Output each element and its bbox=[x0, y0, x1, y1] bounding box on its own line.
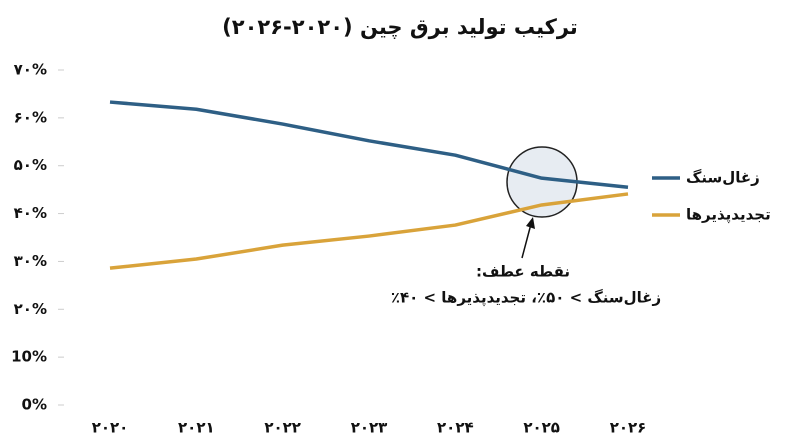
y-tick-label: 10% bbox=[11, 348, 47, 366]
x-tick-label: ۲۰۲۲ bbox=[264, 419, 301, 437]
x-tick-label: ۲۰۲۴ bbox=[437, 419, 474, 437]
x-tick-label: ۲۰۲۶ bbox=[610, 419, 647, 437]
y-tick-label: ۶۰% bbox=[14, 108, 47, 126]
y-tick-label: ۴۰% bbox=[14, 204, 47, 222]
series-line bbox=[109, 192, 629, 270]
legend-label: زغال‌سنگ bbox=[686, 169, 760, 187]
x-tick-label: ۲۰۲۰ bbox=[92, 419, 129, 437]
annotation-text: زغال‌سنگ > ۵۰٪، تجدیدپذیرها > ۴۰٪ bbox=[391, 289, 661, 308]
x-tick-label: ۲۰۲۳ bbox=[351, 419, 388, 437]
x-tick-label: ۲۰۲۱ bbox=[178, 419, 215, 437]
x-tick-label: ۲۰۲۵ bbox=[523, 419, 560, 437]
legend-label: تجدیدپذیرها bbox=[686, 206, 771, 225]
chart-title: ترکیب تولید برق چین (۲۰۲۰-۲۰۲۶) bbox=[222, 15, 578, 39]
annotation-title: نقطه عطف: bbox=[476, 263, 570, 281]
y-tick-label: ۲۰% bbox=[14, 300, 47, 318]
y-tick-label: ۵۰% bbox=[14, 156, 47, 174]
y-tick-label: 0% bbox=[22, 396, 47, 414]
series-line bbox=[109, 100, 629, 189]
y-tick-label: ۷۰% bbox=[14, 61, 47, 79]
arrow-head bbox=[526, 217, 535, 229]
annotation-arrow bbox=[521, 223, 532, 259]
y-tick-label: ۳۰% bbox=[14, 252, 47, 270]
